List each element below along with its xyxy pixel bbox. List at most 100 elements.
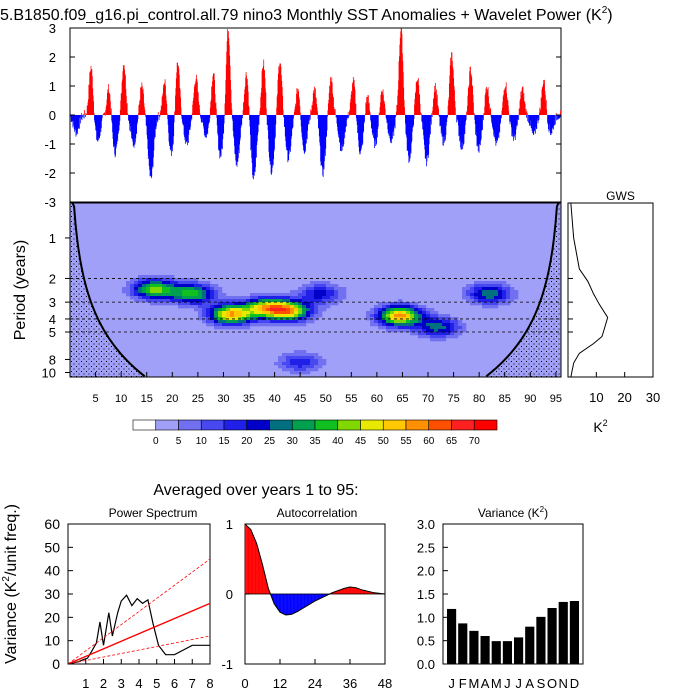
wavelet-cell [122, 287, 127, 291]
anomaly-bar-negative [85, 115, 86, 117]
anomaly-bar-positive [448, 97, 450, 115]
anomaly-bar-negative [412, 115, 414, 127]
anomaly-bar-positive [312, 93, 314, 115]
wavelet-cell [314, 281, 319, 285]
anomaly-bar-negative [460, 115, 461, 148]
anomaly-bar-positive [103, 113, 105, 115]
power-series-red-noise [67, 602, 211, 665]
wavelet-cell [450, 329, 455, 333]
wavelet-cell [390, 311, 395, 315]
anomaly-bar-positive [448, 83, 450, 115]
anomaly-bar-positive [197, 91, 199, 115]
anomaly-bar-positive [560, 110, 561, 115]
wavelet-cell [482, 290, 487, 294]
anomaly-bar-negative [303, 115, 305, 153]
anomaly-bar-negative [206, 115, 208, 135]
wavelet-cell [218, 296, 223, 300]
anomaly-bar-negative [96, 115, 98, 141]
wavelet-cell [294, 356, 299, 360]
wavelet-cell [262, 323, 267, 327]
anomaly-bar-positive [384, 108, 386, 115]
wavelet-cell [154, 284, 159, 288]
anomaly-bar-positive [261, 70, 263, 115]
anomaly-bar-positive [90, 65, 92, 115]
anomaly-bar-positive [191, 113, 193, 115]
wavelet-cell [398, 320, 403, 324]
anomaly-bar-negative [375, 115, 377, 145]
anomaly-bar-positive [214, 80, 216, 115]
anomaly-bar-positive [542, 86, 543, 115]
wavelet-cell [418, 335, 423, 339]
wavelet-cell [294, 353, 299, 357]
wavelet-cell [402, 329, 407, 333]
wavelet-cell [238, 296, 243, 300]
anomaly-bar-positive [125, 88, 127, 115]
anomaly-bar-positive [399, 37, 401, 115]
wavelet-cell [302, 296, 307, 300]
anomaly-bar-positive [264, 78, 266, 115]
wavelet-cell [422, 308, 427, 312]
variance-month-label: N [559, 676, 568, 691]
anomaly-bar-negative [412, 115, 414, 128]
wavelet-cell [330, 293, 335, 297]
anomaly-ytick-label: 2 [49, 50, 56, 65]
anomaly-bar-positive [278, 68, 280, 115]
wavelet-cell [250, 308, 255, 312]
wavelet-cell [310, 368, 315, 372]
anomaly-bar-negative [374, 115, 376, 139]
wavelet-cell [178, 305, 183, 309]
wavelet-cell [274, 320, 279, 324]
anomaly-bar-negative [318, 115, 320, 129]
wavelet-cell [506, 296, 511, 300]
anomaly-bar-negative [343, 115, 344, 147]
wavelet-cell [126, 284, 131, 288]
wavelet-cell [238, 302, 243, 306]
anomaly-bar-negative [256, 115, 257, 158]
anomaly-bar-negative [370, 115, 371, 120]
wavelet-cell [254, 308, 259, 312]
wavelet-cell [126, 290, 131, 294]
wavelet-cell [322, 287, 327, 291]
wavelet-cell [158, 299, 163, 303]
wavelet-cell [402, 317, 407, 321]
wavelet-cell [498, 287, 503, 291]
anomaly-bar-positive [107, 89, 109, 115]
anomaly-bar-positive [199, 113, 201, 115]
anomaly-bar-positive [165, 95, 167, 115]
anomaly-bar-negative [309, 115, 311, 117]
wavelet-cell [422, 332, 427, 336]
anomaly-bar-negative [257, 115, 259, 133]
anomaly-bar-positive [485, 93, 486, 115]
wavelet-cell [266, 296, 271, 300]
wavelet-cell [462, 326, 467, 330]
wavelet-cell [326, 293, 331, 297]
wavelet-cell [218, 293, 223, 297]
wavelet-cell [226, 320, 231, 324]
wavelet-cell [246, 299, 251, 303]
anomaly-bar-negative [548, 115, 550, 132]
anomaly-bar-positive [214, 94, 216, 115]
anomaly-bar-negative [461, 115, 463, 150]
anomaly-bar-negative [318, 115, 320, 137]
anomaly-bar-negative [154, 115, 156, 138]
wavelet-cell [182, 302, 187, 306]
wavelet-cell [166, 275, 171, 279]
wavelet-cell [174, 299, 179, 303]
wavelet-cell [434, 329, 439, 333]
wavelet-cell [426, 323, 431, 327]
wavelet-cell [222, 308, 227, 312]
wavelet-cell [282, 293, 287, 297]
wavelet-cell [270, 320, 275, 324]
wavelet-cell [430, 311, 435, 315]
wavelet-cell [254, 293, 259, 297]
wavelet-cell [222, 293, 227, 297]
wavelet-cell [382, 314, 387, 318]
wavelet-cell [294, 299, 299, 303]
anomaly-bar-negative [136, 115, 138, 134]
anomaly-bar-positive [141, 82, 143, 115]
wavelet-cell [406, 326, 411, 330]
wavelet-cell [150, 299, 155, 303]
wavelet-xtick-label: 70 [422, 393, 434, 405]
anomaly-bar-positive [380, 92, 382, 115]
